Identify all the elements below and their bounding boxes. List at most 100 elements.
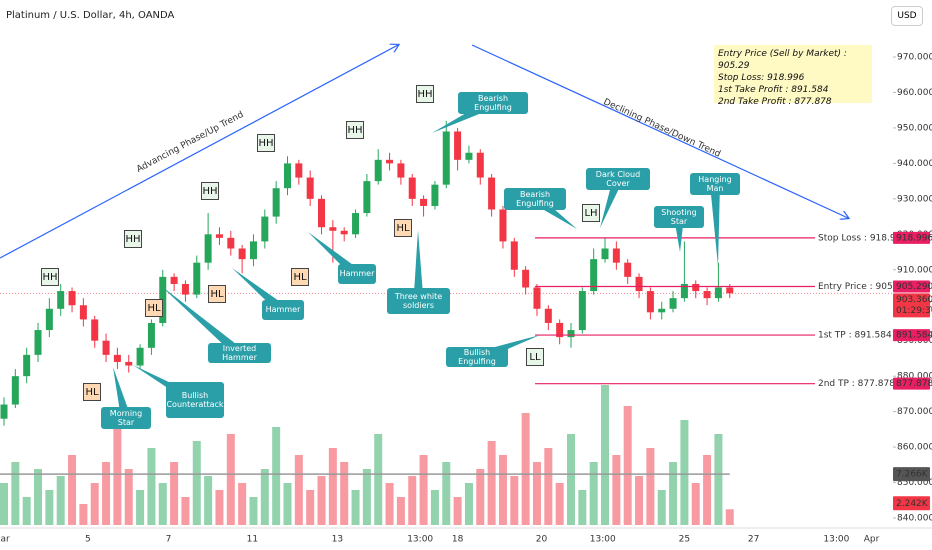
info-line: 2nd Take Profit : 877.878 <box>718 97 832 107</box>
pattern-callout: Bullish Counterattack <box>166 382 224 418</box>
volume-bar <box>340 462 349 525</box>
y-tick-label: 840.000 <box>897 514 932 524</box>
candle-body <box>68 291 76 306</box>
candle-body <box>533 287 541 309</box>
candle-body <box>352 213 360 235</box>
price-badge <box>893 467 930 482</box>
candle-body <box>340 230 348 235</box>
candle-body <box>544 308 552 323</box>
candle-body <box>522 269 530 288</box>
volume-bar <box>351 490 360 525</box>
price-badge-label: 877.878 <box>896 379 932 389</box>
swing-label: HH <box>416 85 434 103</box>
trend-line <box>0 45 398 259</box>
volume-bar <box>623 406 632 525</box>
volume-bar <box>669 462 678 525</box>
price-badge <box>893 329 930 342</box>
candle-body <box>193 262 201 295</box>
candle-body <box>374 159 382 182</box>
x-tick-label: 7 <box>166 535 172 545</box>
x-tick-label: 25 <box>679 535 690 545</box>
x-tick-label: 13 <box>332 535 343 545</box>
pattern-callout: Hanging Man <box>690 173 740 195</box>
swing-label: HL <box>394 219 412 237</box>
price-badge <box>893 280 930 293</box>
x-tick-label: 13:00 <box>590 535 616 545</box>
volume-bar <box>510 476 519 525</box>
trade-info: Entry Price (Sell by Market) : 905.29 Sto… <box>714 45 872 107</box>
price-badge <box>893 231 930 244</box>
volume-bar <box>56 476 65 525</box>
volume-bar <box>396 497 405 525</box>
volume-bar <box>68 455 77 525</box>
x-tick-label: Apr <box>864 535 880 545</box>
level-label: 2nd TP : 877.878 <box>818 379 895 389</box>
level-label: 1st TP : 891.584 <box>818 331 892 341</box>
volume-bar <box>215 490 224 525</box>
volume-bar <box>612 455 621 525</box>
price-badge <box>893 496 930 511</box>
pattern-callout: Morning Star <box>101 407 151 429</box>
currency-button[interactable]: USD <box>891 6 923 26</box>
volume-bar <box>147 448 156 525</box>
candle-body <box>567 330 575 338</box>
candle-body <box>465 152 473 160</box>
candle-body <box>624 262 632 277</box>
candle-body <box>329 227 337 231</box>
volume-bar <box>646 448 655 525</box>
x-tick-label: ar <box>1 535 11 545</box>
volume-bar <box>703 455 712 525</box>
pattern-callout: Inverted Hammer <box>208 343 271 363</box>
volume-bar <box>34 469 43 525</box>
volume-bar <box>260 469 269 525</box>
time-axis <box>0 528 932 550</box>
y-tick-label: 860.000 <box>897 443 932 453</box>
candle-body <box>635 276 643 292</box>
callout-pointer <box>413 230 424 302</box>
volume-bar <box>306 490 315 525</box>
callout-pointer <box>710 183 720 266</box>
volume-bar <box>113 427 122 525</box>
candle-body <box>646 291 654 313</box>
candle-body <box>238 248 246 260</box>
volume-bar <box>544 448 553 525</box>
volume-bar <box>22 497 31 525</box>
candle-body <box>363 181 371 214</box>
price-badge-label: 891.584 <box>896 331 932 341</box>
candle-body <box>249 241 257 260</box>
candle-body <box>113 354 121 362</box>
swing-label: HL <box>208 285 226 303</box>
candle-body <box>510 241 518 270</box>
price-badge-label: 918.996 <box>896 233 932 243</box>
candle-body <box>306 177 314 199</box>
candle-body <box>692 283 700 292</box>
volume-bar <box>521 413 530 525</box>
candle-body <box>431 184 439 206</box>
volume-bar <box>158 483 167 525</box>
callout-pointer <box>160 285 243 357</box>
candle-body <box>34 330 42 355</box>
callout-pointer <box>113 367 131 420</box>
volume-bar <box>136 490 145 525</box>
swing-label: HH <box>124 230 142 248</box>
x-tick-label: 13:00 <box>407 535 433 545</box>
volume-bar <box>90 483 99 525</box>
y-tick-label: 970.000 <box>897 53 932 63</box>
y-tick-label: 870.000 <box>897 407 932 417</box>
candle-body <box>590 259 598 292</box>
pattern-callout: Dark Cloud Cover <box>586 168 650 190</box>
candle-body <box>0 404 8 419</box>
volume-bar <box>635 476 644 525</box>
candle-body <box>578 291 586 331</box>
price-badge-label: 7.266K <box>896 470 929 480</box>
volume-bar <box>442 462 451 525</box>
volume-bar <box>374 434 383 525</box>
candle-body <box>215 234 223 238</box>
pattern-callout: Three white soldiers <box>387 288 450 314</box>
volume-bar <box>589 462 598 525</box>
candle-body <box>318 198 326 228</box>
candle-body <box>714 287 722 299</box>
candle-body <box>45 308 53 331</box>
volume-bar <box>204 476 213 525</box>
